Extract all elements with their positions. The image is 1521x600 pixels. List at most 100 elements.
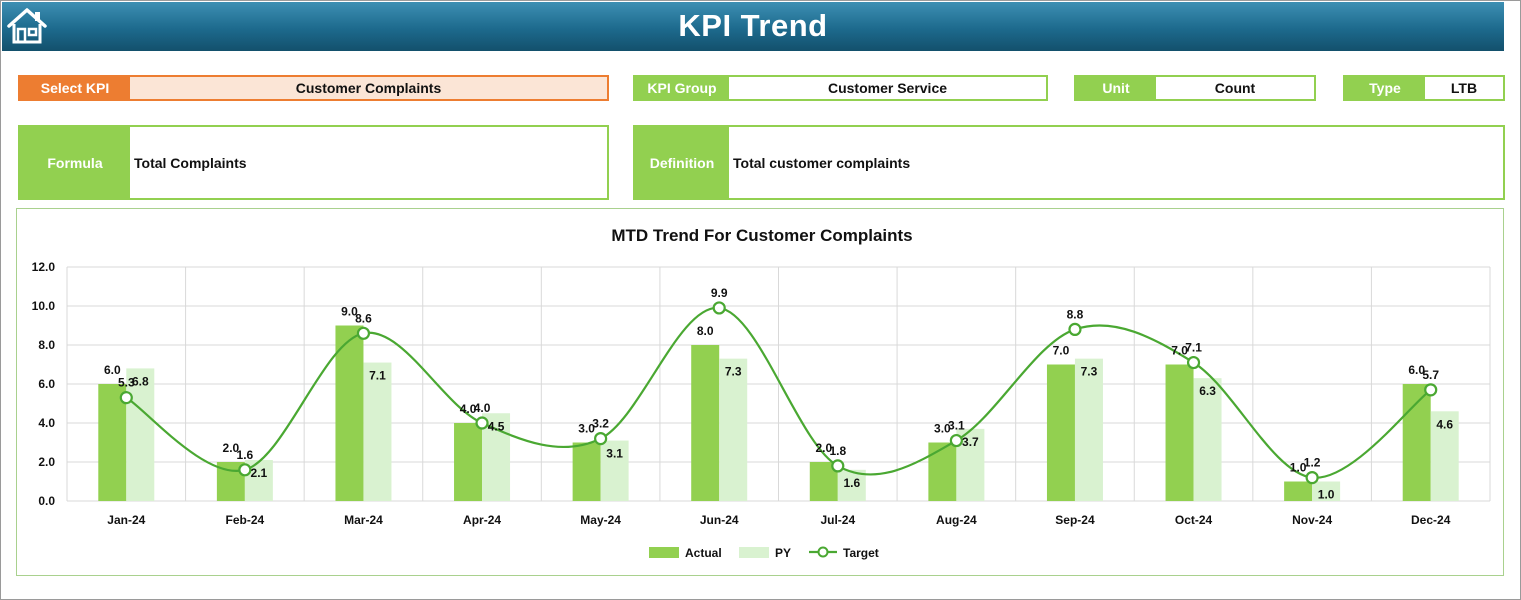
bar-py — [126, 368, 155, 501]
select-kpi-dropdown[interactable]: Customer Complaints — [130, 77, 607, 99]
bar-py — [1430, 411, 1459, 501]
definition-value: Total customer complaints — [733, 154, 911, 171]
data-label-py: 2.1 — [251, 466, 268, 480]
unit-label: Unit — [1076, 77, 1156, 99]
y-tick-label: 12.0 — [32, 260, 56, 274]
target-marker — [356, 326, 371, 340]
data-label-actual: 2.0 — [223, 441, 240, 455]
data-label-py: 3.7 — [962, 435, 979, 449]
bar-py — [837, 469, 866, 501]
legend-label-target: Target — [843, 546, 879, 560]
y-tick-label: 0.0 — [38, 494, 55, 508]
kpi-group-field: KPI Group Customer Service — [633, 75, 1048, 101]
data-label-actual: 3.0 — [578, 422, 595, 436]
bar-py — [600, 440, 629, 501]
mtd-trend-chart: MTD Trend For Customer Complaints 0.0 2.0 4… — [32, 226, 1491, 560]
legend-label-py: PY — [775, 546, 791, 560]
x-tick-label: Dec-24 — [1411, 513, 1451, 527]
home-icon[interactable] — [6, 7, 48, 45]
data-label-target: 4.0 — [474, 401, 491, 415]
data-label-target: 3.1 — [948, 419, 965, 433]
legend-swatch-py — [739, 547, 769, 558]
data-label-py: 1.0 — [1318, 488, 1335, 502]
data-label-py: 7.1 — [369, 369, 386, 383]
x-tick-label: Nov-24 — [1292, 513, 1332, 527]
bar-py — [1074, 358, 1103, 501]
x-tick-label: May-24 — [580, 513, 621, 527]
definition-box: Definition Total customer complaints — [633, 125, 1505, 200]
data-label-target: 1.6 — [237, 448, 254, 462]
data-label-py: 3.1 — [606, 447, 623, 461]
data-label-target: 8.6 — [355, 311, 372, 325]
data-label-target: 5.3 — [118, 376, 135, 390]
target-marker — [1305, 471, 1319, 485]
data-label-actual: 2.0 — [815, 441, 832, 455]
data-label-py: 6.8 — [132, 374, 149, 388]
unit-value: Count — [1214, 80, 1256, 96]
data-label-target: 7.1 — [1185, 341, 1202, 355]
select-kpi-field[interactable]: Select KPI Customer Complaints — [18, 75, 609, 101]
type-label: Type — [1345, 77, 1425, 99]
type-value: LTB — [1450, 80, 1478, 96]
x-tick-label: Sep-24 — [1055, 513, 1095, 527]
x-tick-label: Aug-24 — [936, 513, 977, 527]
legend-swatch-actual — [649, 547, 679, 558]
data-label-py: 7.3 — [725, 365, 742, 379]
chart-panel: MTD Trend For Customer Complaints 0.0 2.0 4… — [16, 208, 1504, 576]
kpi-group-value: Customer Service — [827, 80, 948, 96]
bar-actual — [1165, 364, 1194, 501]
data-label-py: 4.5 — [488, 419, 505, 433]
data-label-target: 1.8 — [829, 444, 846, 458]
bar-actual — [691, 345, 720, 501]
y-tick-label: 4.0 — [38, 416, 55, 430]
data-label-py: 1.6 — [843, 476, 860, 490]
kpi-group-label: KPI Group — [635, 77, 729, 99]
data-label-actual: 8.0 — [697, 324, 714, 338]
x-tick-label: Jun-24 — [700, 513, 739, 527]
data-label-py: 4.6 — [1436, 417, 1453, 431]
bar-actual — [572, 442, 601, 501]
x-tick-label: Oct-24 — [1175, 513, 1213, 527]
data-label-actual: 4.0 — [460, 402, 477, 416]
formula-label: Formula — [20, 127, 130, 198]
data-label-actual: 3.0 — [934, 422, 951, 436]
data-label-target: 3.2 — [592, 417, 609, 431]
data-label-target: 9.9 — [711, 286, 728, 300]
target-line — [125, 306, 1432, 479]
legend-label-actual: Actual — [685, 546, 722, 560]
formula-value: Total Complaints — [134, 154, 247, 171]
data-label-actual: 7.0 — [1053, 344, 1070, 358]
bar-actual — [335, 325, 364, 501]
y-tick-label: 8.0 — [38, 338, 55, 352]
target-marker — [475, 416, 489, 430]
header-bar: KPI Trend — [2, 2, 1504, 51]
select-kpi-label: Select KPI — [20, 77, 130, 99]
definition-label: Definition — [635, 127, 729, 198]
target-marker — [238, 463, 252, 477]
target-marker — [1068, 322, 1082, 337]
unit-field: Unit Count — [1074, 75, 1316, 101]
bar-actual — [1046, 364, 1075, 501]
bar-py — [363, 362, 392, 501]
page-title: KPI Trend — [678, 8, 828, 43]
target-marker — [712, 301, 726, 315]
data-label-actual: 9.0 — [341, 305, 358, 319]
target-marker — [594, 432, 608, 446]
target-marker — [119, 391, 133, 405]
type-field: Type LTB — [1343, 75, 1505, 101]
legend-marker-target — [817, 546, 829, 558]
y-tick-label: 2.0 — [38, 455, 55, 469]
x-tick-label: Jul-24 — [820, 513, 855, 527]
bar-actual — [928, 442, 957, 501]
bar-py — [1193, 378, 1222, 501]
target-marker — [831, 459, 845, 473]
x-tick-label: Jan-24 — [107, 513, 145, 527]
data-label-actual: 6.0 — [104, 363, 121, 377]
x-tick-label: Mar-24 — [344, 513, 383, 527]
y-tick-label: 10.0 — [32, 299, 56, 313]
data-label-target: 1.2 — [1304, 456, 1321, 470]
bar-actual — [98, 384, 127, 501]
data-label-target: 5.7 — [1422, 368, 1439, 382]
bar-py — [719, 358, 748, 501]
formula-box: Formula Total Complaints — [18, 125, 609, 200]
